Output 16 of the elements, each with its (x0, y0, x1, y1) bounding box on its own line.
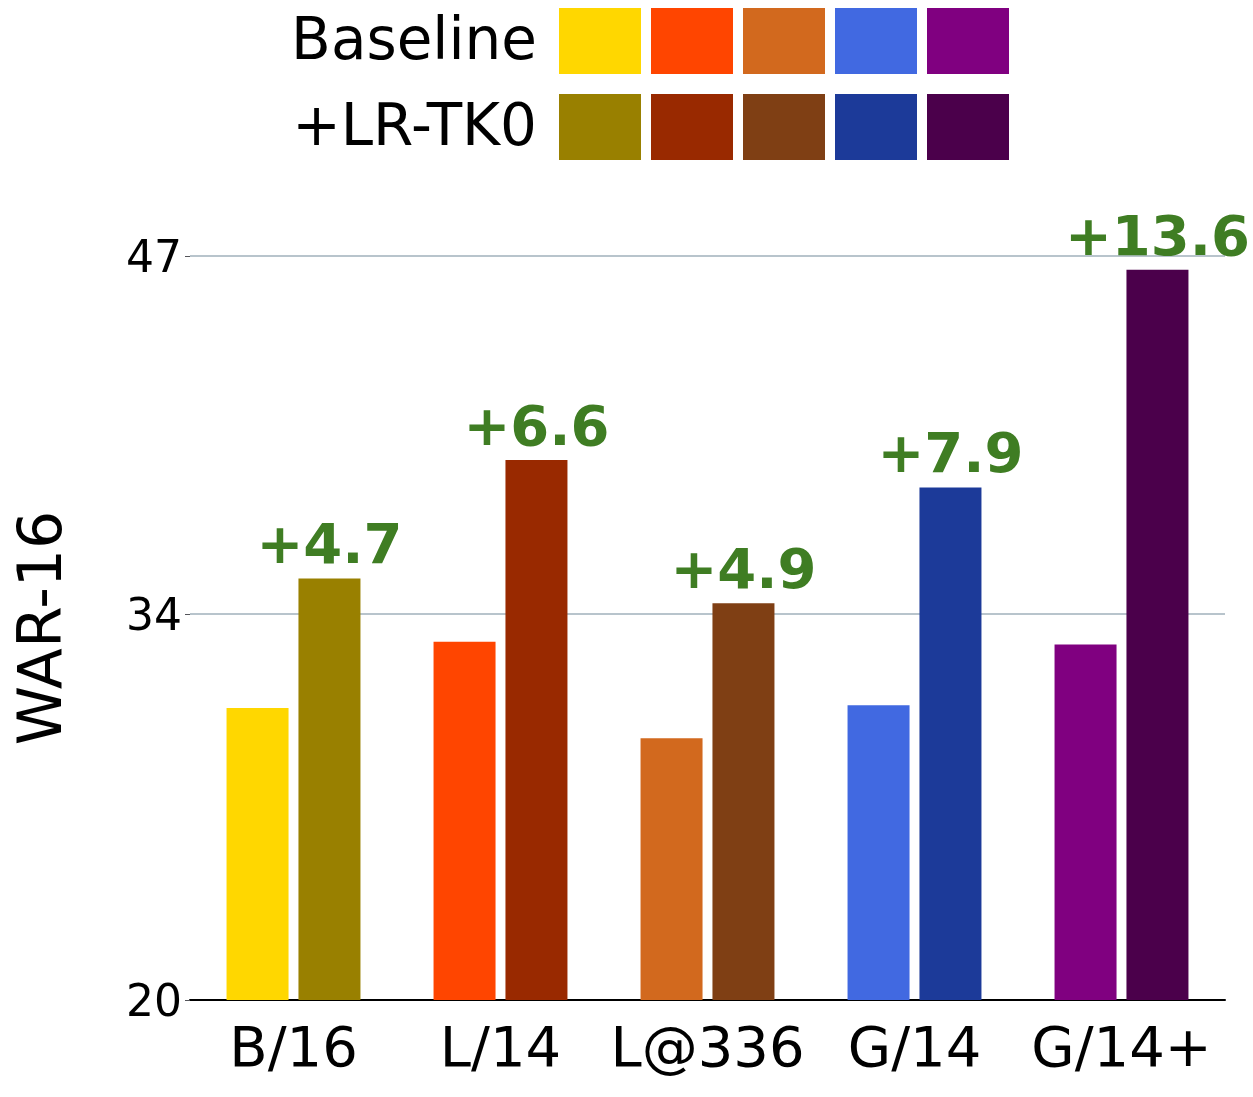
x-tick-label: G/14+ (1031, 1013, 1212, 1079)
annotation: +7.9 (877, 420, 1024, 486)
annotation: +13.6 (1064, 202, 1251, 268)
x-tick-label: B/16 (229, 1013, 358, 1079)
annotation: +4.9 (670, 536, 817, 602)
annotation: +4.7 (256, 511, 403, 577)
x-tick-label: L/14 (439, 1013, 562, 1079)
y-tick-label: 47 (126, 230, 182, 282)
y-tick-label: 20 (126, 974, 182, 1026)
x-tick-label: G/14 (847, 1013, 982, 1079)
legend-label: +LR-TK0 (292, 91, 538, 159)
y-axis-title: WAR-16 (5, 510, 75, 746)
x-tick-label: L@336 (610, 1013, 805, 1079)
y-tick-label: 34 (126, 588, 182, 640)
legend-label: Baseline (291, 5, 537, 73)
annotation: +6.6 (463, 392, 610, 458)
